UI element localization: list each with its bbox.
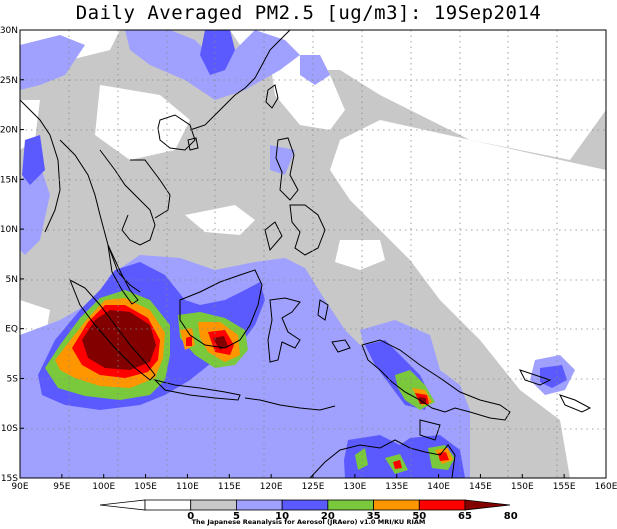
y-tick-label: 15N	[0, 175, 18, 185]
colorbar-label: 50	[412, 511, 426, 522]
x-tick-label: 140E	[427, 482, 450, 492]
x-tick-label: 130E	[343, 482, 366, 492]
x-axis-ticks: 90E 95E 100E 105E 110E 115E 120E 125E 130E 135E 14…	[11, 474, 617, 492]
colorbar-segment	[190, 499, 237, 511]
y-tick-label: 30N	[0, 26, 18, 36]
x-tick-label: 135E	[385, 482, 408, 492]
y-tick-label: 10N	[0, 225, 18, 235]
y-tick-label: 25N	[0, 76, 18, 86]
colorbar-segment	[327, 499, 374, 511]
colorbar-label: 35	[367, 511, 381, 522]
colorbar-label: 0	[187, 511, 194, 522]
colorbar-segment	[373, 499, 420, 511]
x-tick-label: 95E	[53, 482, 70, 492]
y-tick-label: 15S	[1, 474, 18, 484]
colorbar-label: 65	[458, 511, 472, 522]
colorbar-arrow-high	[464, 499, 511, 511]
y-tick-label: 5N	[6, 275, 18, 285]
y-axis-ticks: 30N 25N 20N 15N 10N 5N EQ 5S 10S 15S	[0, 26, 24, 484]
y-tick-label: 10S	[1, 424, 18, 434]
x-tick-label: 90E	[11, 482, 28, 492]
clean-air-areas	[20, 30, 606, 478]
x-tick-label: 155E	[553, 482, 576, 492]
y-tick-label: EQ	[5, 325, 18, 335]
credit-line: The Japanese Reanalysis for Aerosol (JRA…	[191, 518, 426, 526]
colorbar-label: 80	[504, 511, 518, 522]
colorbar-label: 20	[321, 511, 335, 522]
x-tick-label: 115E	[218, 482, 241, 492]
x-tick-label: 150E	[511, 482, 534, 492]
x-tick-label: 100E	[92, 482, 115, 492]
colorbar-label: 5	[233, 511, 240, 522]
colorbar-arrow-low	[99, 499, 146, 511]
colorbar: 0 5 10 20 35 50 65 80	[99, 499, 518, 522]
colorbar-segment	[418, 499, 466, 511]
y-tick-label: 5S	[7, 374, 19, 384]
y-tick-label: 20N	[0, 126, 18, 136]
x-tick-label: 105E	[134, 482, 157, 492]
colorbar-segment	[144, 499, 192, 511]
colorbar-label: 10	[275, 511, 289, 522]
x-tick-label: 160E	[595, 482, 617, 492]
coastlines	[20, 30, 592, 478]
x-tick-label: 125E	[302, 482, 325, 492]
x-tick-label: 120E	[260, 482, 283, 492]
map-title: Daily Averaged PM2.5 [ug/m3]: 19Sep2014	[75, 2, 542, 24]
x-tick-label: 145E	[469, 482, 492, 492]
colorbar-segment	[281, 499, 329, 511]
colorbar-segment	[236, 499, 283, 511]
x-tick-label: 110E	[176, 482, 199, 492]
